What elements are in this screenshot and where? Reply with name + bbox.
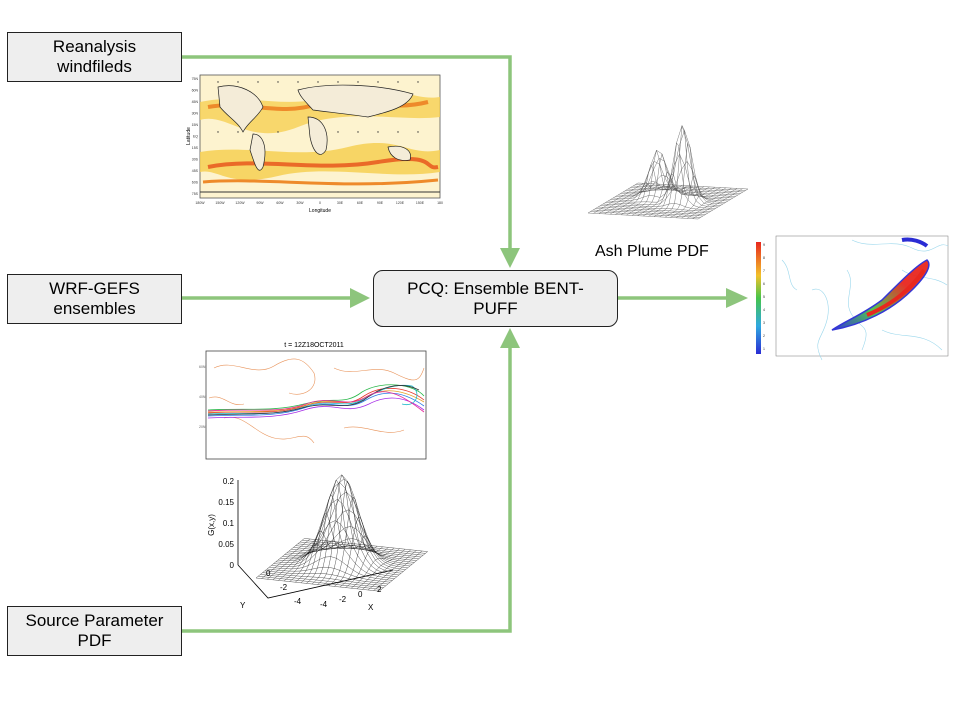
wrf-label-line1: WRF-GEFS bbox=[49, 279, 140, 298]
gaussian-zlabel: G(x,y) bbox=[207, 514, 216, 536]
wind-map-ytick: 30S bbox=[192, 158, 199, 162]
wind-map-xtick: 180W bbox=[195, 201, 205, 205]
arrowhead-right-output bbox=[726, 288, 748, 308]
gaussian-ztick: 0.15 bbox=[218, 498, 234, 507]
ensemble-trajectories-figure: t = 12Z18OCT2011 60N 40N 20N bbox=[199, 342, 427, 460]
source-label-line2: PDF bbox=[77, 631, 112, 650]
wrf-label-line2: ensembles bbox=[53, 299, 136, 318]
arrowhead-up bbox=[500, 328, 520, 348]
wind-map-xtick: 180 bbox=[437, 201, 443, 205]
wind-map-ytick: EQ bbox=[193, 135, 198, 139]
reanalysis-label-line2: windfileds bbox=[57, 57, 132, 76]
wind-map-xtick: 30W bbox=[296, 201, 304, 205]
source-label-line1: Source Parameter bbox=[25, 611, 164, 630]
ash-plume-pdf-label: Ash Plume PDF bbox=[595, 243, 709, 260]
gaussian-xtick: 0 bbox=[358, 590, 363, 599]
wind-map-xtick: 0 bbox=[319, 201, 321, 205]
gaussian-ylabel: Y bbox=[240, 601, 246, 610]
gaussian-ytick: 0 bbox=[266, 569, 271, 578]
output-plume-map: 9 8 7 6 5 4 3 2 1 bbox=[752, 230, 952, 370]
wind-map-xtick: 30E bbox=[337, 201, 344, 205]
svg-text:60N: 60N bbox=[199, 365, 206, 369]
plume-colorbar-tick: 7 bbox=[763, 269, 765, 273]
plume-colorbar-tick: 5 bbox=[763, 295, 765, 299]
svg-text:40N: 40N bbox=[199, 395, 206, 399]
plume-colorbar-tick: 8 bbox=[763, 256, 765, 260]
wind-map-figure: Longitude Latitude 180W 150W 120W 90W 60W 30W… bbox=[186, 74, 443, 214]
gaussian-ztick: 0 bbox=[230, 561, 235, 570]
gaussian-ztick: 0.05 bbox=[218, 540, 234, 549]
wind-map-xtick: 60E bbox=[357, 201, 364, 205]
arrowhead-down bbox=[500, 248, 520, 268]
wind-map-xtick: 60W bbox=[276, 201, 284, 205]
wind-map-ylabel: Latitude bbox=[186, 127, 192, 145]
wind-map-xtick: 90E bbox=[377, 201, 384, 205]
gaussian-xtick: -2 bbox=[339, 595, 347, 604]
wind-map-ytick: 60N bbox=[192, 89, 199, 93]
plume-colorbar-tick: 4 bbox=[763, 308, 765, 312]
wind-map-ytick: 45S bbox=[192, 169, 199, 173]
wind-map-ytick: 45N bbox=[192, 100, 199, 104]
pcq-label-line1: PCQ: Ensemble BENT- bbox=[407, 278, 584, 298]
gaussian-xtick: -4 bbox=[320, 600, 328, 609]
gaussian-xtick: 2 bbox=[377, 585, 382, 594]
ensemble-map-title: t = 12Z18OCT2011 bbox=[284, 342, 344, 349]
plume-colorbar-tick: 3 bbox=[763, 321, 765, 325]
arrow-source-to-pcq bbox=[182, 345, 512, 633]
wind-map-ytick: 15N bbox=[192, 123, 199, 127]
gaussian-ztick: 0.1 bbox=[223, 519, 235, 528]
gaussian-ytick: -2 bbox=[280, 583, 288, 592]
arrowhead-right-wrf bbox=[350, 288, 370, 308]
gaussian-ztick: 0.2 bbox=[223, 477, 235, 486]
plume-colorbar-tick: 9 bbox=[763, 243, 765, 247]
wind-map-xtick: 120W bbox=[235, 201, 245, 205]
reanalysis-label-line1: Reanalysis bbox=[52, 37, 137, 56]
wind-map-xtick: 120E bbox=[396, 201, 405, 205]
gaussian-surface-plot: 0 0.05 0.1 0.15 0.2 G(x,y) X Y -4 -2 0 2 -4 -2 0 bbox=[207, 474, 428, 612]
wind-map-xtick: 150E bbox=[416, 201, 425, 205]
reanalysis-windfields-box: Reanalysis windfileds bbox=[7, 32, 182, 82]
gaussian-ytick: -4 bbox=[294, 597, 302, 606]
wind-map-xlabel: Longitude bbox=[309, 208, 331, 214]
pcq-label-line2: PUFF bbox=[473, 298, 518, 318]
svg-text:20N: 20N bbox=[199, 425, 206, 429]
wind-map-ytick: 75S bbox=[192, 192, 199, 196]
wind-map-xtick: 90W bbox=[256, 201, 264, 205]
pcq-ensemble-bent-puff-box: PCQ: Ensemble BENT- PUFF bbox=[373, 270, 618, 327]
ash-plume-pdf-figure bbox=[587, 124, 749, 220]
wind-map-ytick: 60S bbox=[192, 181, 199, 185]
plume-colorbar-tick: 2 bbox=[763, 334, 765, 338]
wind-map-ytick: 75N bbox=[192, 77, 199, 81]
plume-colorbar-tick: 6 bbox=[763, 282, 765, 286]
wind-map-xtick: 150W bbox=[215, 201, 225, 205]
arrow-reanalysis-to-pcq bbox=[182, 55, 512, 256]
wind-map-ytick: 15S bbox=[192, 146, 199, 150]
wrf-gefs-ensembles-box: WRF-GEFS ensembles bbox=[7, 274, 182, 324]
plume-colorbar-tick: 1 bbox=[763, 347, 765, 351]
source-parameter-pdf-box: Source Parameter PDF bbox=[7, 606, 182, 656]
gaussian-xlabel: X bbox=[368, 603, 374, 612]
wind-map-ytick: 30N bbox=[192, 112, 199, 116]
